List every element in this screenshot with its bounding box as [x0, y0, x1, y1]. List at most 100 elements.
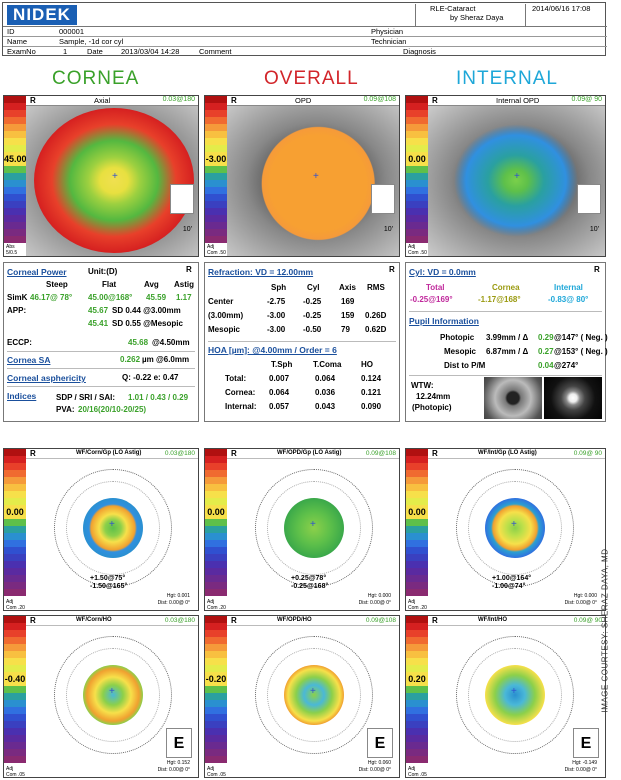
- scale-center-value: 0.00: [205, 505, 227, 519]
- comment-label: Comment: [199, 47, 232, 56]
- map-distance: Dist: 0.00@ 0°: [358, 600, 391, 606]
- cyl-internal-value: -0.83@ 80°: [548, 295, 589, 304]
- top-map-0[interactable]: R Axial 0.03@180 45.00 Abs 5/0.5 10' +: [3, 95, 199, 257]
- top-map-2[interactable]: R Internal OPD 0.09@ 90 0.00 Adj Com .50 10' +: [405, 95, 606, 257]
- scale-center-value: 0.00: [406, 152, 428, 166]
- col-rms: RMS: [367, 283, 385, 292]
- bottom-map-3[interactable]: R WF/Corn/HO 0.03@180 -0.40 + E Hgt: 0.152 Dist…: [3, 615, 199, 778]
- date-label: Date: [87, 47, 103, 56]
- center-crosshair-icon: +: [511, 519, 517, 530]
- corneal-power-panel: Corneal Power Unit:(D) R Steep Flat Avg …: [3, 262, 199, 422]
- internal-title: INTERNAL: [456, 68, 558, 89]
- map-distance: Dist: 0.00@ 0°: [157, 600, 190, 606]
- map-distance: Dist: 0.00@ 0°: [564, 767, 597, 773]
- hoa-ho: 0.121: [361, 388, 382, 397]
- hoa-tcoma: 0.036: [315, 388, 336, 397]
- center-crosshair-icon: +: [310, 686, 316, 697]
- map-height: Hgt: 0.000: [573, 593, 597, 599]
- color-scale: -0.20: [205, 616, 227, 768]
- refraction-rms: 0.62D: [365, 325, 387, 334]
- map-scale-note: Abs 5/0.5: [6, 244, 18, 256]
- asphericity-label: Corneal asphericity: [7, 373, 86, 383]
- dist-delta: 0.04: [538, 361, 554, 370]
- map-eye-label: R: [432, 616, 438, 625]
- eccp-text: @4.50mm: [152, 338, 190, 347]
- image-courtesy: IMAGE COURTESY: SHERAZ DAYA, MD: [600, 548, 610, 713]
- cornea-sa-label: Cornea SA: [7, 355, 51, 365]
- bottom-map-5[interactable]: R WF/Int/HO 0.09@ 90 0.20 + E Hgt: -0.149 Dist:…: [405, 615, 606, 778]
- exam-label: ExamNo: [7, 47, 36, 56]
- refraction-panel: Refraction: VD = 12.00mm R Sph Cyl Axis …: [204, 262, 400, 422]
- indices-values: 1.01 / 0.43 / 0.29: [128, 393, 189, 402]
- color-scale: -0.40: [4, 616, 26, 768]
- map-height: Hgt: 0.001: [166, 593, 190, 599]
- mesopic-delta: 0.27: [538, 347, 554, 356]
- map-eye-label: R: [30, 96, 36, 105]
- astig-steep: +1.00@164°: [492, 575, 532, 582]
- refraction-axis: 159: [341, 311, 355, 320]
- scale-center-value: 45.00: [4, 152, 26, 166]
- bottom-map-1[interactable]: R WF/OPD/Gp (LO Astig) 0.09@108 0.00 + +0.25@…: [204, 448, 400, 611]
- col-steep: Steep: [46, 280, 68, 289]
- bottom-map-2[interactable]: R WF/Int/Gp (LO Astig) 0.09@ 90 0.00 + +1.00@…: [405, 448, 606, 611]
- map-header: [428, 449, 605, 459]
- id-label: ID: [7, 27, 15, 36]
- hoa-tcoma: 0.043: [315, 402, 336, 411]
- col-astig: Astig: [174, 280, 194, 289]
- col-sph: Sph: [271, 283, 287, 292]
- snellen-e-icon[interactable]: E: [573, 728, 599, 758]
- degree-label: 10': [383, 226, 393, 233]
- name-label: Name: [7, 37, 28, 46]
- astig-thumbnail-icon[interactable]: [577, 184, 601, 214]
- astig-thumbnail-icon[interactable]: [371, 184, 395, 214]
- map-header: [428, 96, 605, 106]
- simk-steep: 46.17@ 78°: [30, 293, 73, 302]
- map-title: WF/Int/HO: [478, 617, 507, 623]
- snellen-e-icon[interactable]: E: [166, 728, 192, 758]
- degree-ring-inner: [267, 481, 361, 575]
- degree-ring-inner: [66, 481, 160, 575]
- bottom-map-4[interactable]: R WF/OPD/HO 0.09@108 -0.20 + E Hgt: 0.060 Dist:…: [204, 615, 400, 778]
- map-eye-label: R: [231, 616, 237, 625]
- astig-thumbnail-icon[interactable]: [170, 184, 194, 214]
- wavefront-map: [485, 498, 545, 558]
- wavefront-map: [485, 665, 545, 725]
- wavefront-map: [284, 498, 344, 558]
- map-eye-label: R: [231, 96, 237, 105]
- photopic-end: @147° ( Neg. ): [554, 333, 608, 342]
- scale-center-value: 0.20: [406, 672, 428, 686]
- astig-flat: -1.00@74°: [492, 583, 526, 590]
- map-scale-note: Adj Com .50: [408, 244, 427, 256]
- map-height: Hgt: 0.152: [166, 760, 190, 766]
- map-height: Hgt: 0.000: [367, 593, 391, 599]
- map-header: [227, 449, 399, 459]
- pva-value: 20/16(20/10-20/25): [78, 405, 147, 414]
- center-crosshair-icon: +: [310, 519, 316, 530]
- app2-text: SD 0.55 @Mesopic: [112, 319, 183, 328]
- diagnosis-label: Diagnosis: [403, 47, 436, 56]
- physician-label: Physician: [371, 27, 404, 36]
- degree-ring: [54, 636, 172, 754]
- top-map-1[interactable]: R OPD 0.09@108 -3.00 Adj Com .50 10' +: [204, 95, 400, 257]
- eye-label: R: [389, 265, 395, 274]
- astig-flat: -0.25@168°: [291, 583, 329, 590]
- scale-center-value: 0.00: [406, 505, 428, 519]
- bottom-map-0[interactable]: R WF/Corn/Gp (LO Astig) 0.03@180 0.00 + +1.50…: [3, 448, 199, 611]
- color-scale: 0.00: [205, 449, 227, 601]
- cyl-cornea-value: -1.17@168°: [478, 295, 521, 304]
- col-ho: HO: [361, 360, 373, 369]
- app-label: APP:: [7, 306, 27, 315]
- report-datetime: 2014/06/16 17:08: [525, 4, 607, 26]
- col-tcoma: T.Coma: [313, 360, 342, 369]
- degree-ring: [456, 469, 574, 587]
- indices-label: Indices: [7, 391, 37, 401]
- photopic-delta: 0.29: [538, 333, 554, 342]
- snellen-e-icon[interactable]: E: [367, 728, 393, 758]
- wtw-value: 12.24mm: [416, 392, 451, 401]
- map-axis-value: 0.09@ 90: [571, 96, 602, 103]
- map-axis-value: 0.03@180: [162, 96, 195, 103]
- astig-flat: -1.50@165°: [90, 583, 128, 590]
- map-axis-value: 0.09@108: [365, 617, 396, 624]
- doctor-label: by Sheraz Daya: [450, 13, 504, 22]
- map-scale-note: Adj Com .50: [207, 244, 226, 256]
